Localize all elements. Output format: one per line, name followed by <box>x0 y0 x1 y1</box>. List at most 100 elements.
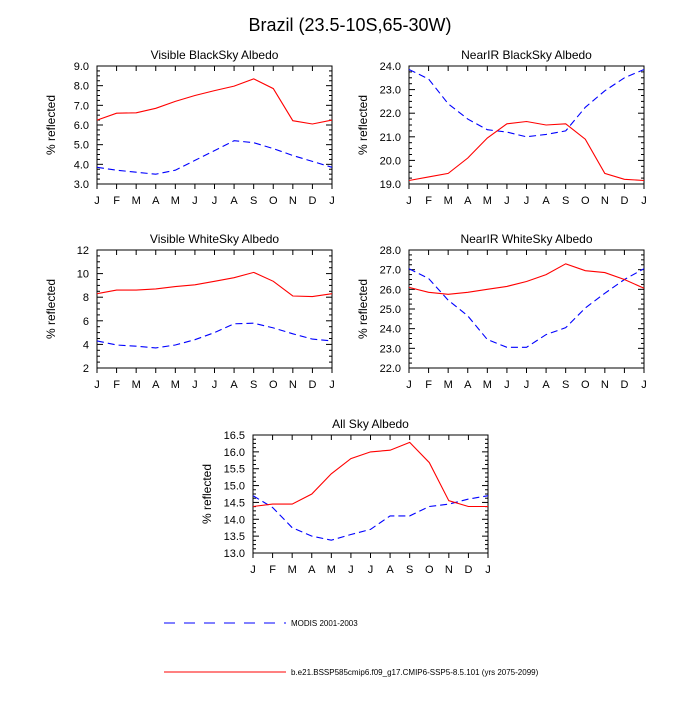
y-tick-label: 28.0 <box>380 245 401 257</box>
y-tick-label: 16.0 <box>224 447 245 459</box>
x-tick-label: J <box>406 195 412 207</box>
subplot-title: NearIR BlackSky Albedo <box>461 48 592 62</box>
y-tick-label: 15.5 <box>224 464 245 476</box>
y-tick-label: 19.0 <box>380 179 401 191</box>
x-tick-label: J <box>212 195 218 207</box>
modis-series-line <box>408 268 645 348</box>
albedo-chart-3: Visible WhiteSky Albedo % reflected 2 4 6 8 10… <box>44 232 335 391</box>
y-tick-label: 10 <box>77 269 89 281</box>
plot-frame <box>408 249 645 369</box>
x-tick-label: M <box>132 195 141 207</box>
y-tick-label: 8.0 <box>74 81 89 93</box>
x-tick-label: A <box>230 379 238 391</box>
y-tick-label: 16.5 <box>224 430 245 442</box>
y-tick-label: 23.0 <box>380 85 401 97</box>
y-tick-label: 15.0 <box>224 481 245 493</box>
x-tick-label: S <box>250 195 257 207</box>
albedo-chart-4: NearIR WhiteSky Albedo % reflected 22.0 23.… <box>356 232 647 391</box>
x-tick-label: J <box>641 379 647 391</box>
x-tick-label: M <box>288 564 297 576</box>
model-series-line <box>96 271 333 298</box>
x-tick-label: N <box>289 195 297 207</box>
x-tick-label: J <box>329 195 335 207</box>
y-tick-label: 5.0 <box>74 140 89 152</box>
model-series-line <box>252 441 488 508</box>
plot-frame <box>96 249 333 369</box>
x-tick-label: S <box>562 195 569 207</box>
subplot-title: NearIR WhiteSky Albedo <box>460 232 592 246</box>
x-tick-label: O <box>269 195 278 207</box>
x-tick-label: M <box>132 379 141 391</box>
x-tick-label: M <box>171 195 180 207</box>
x-tick-label: J <box>192 379 198 391</box>
y-tick-label: 4 <box>83 339 89 351</box>
x-tick-label: J <box>504 195 510 207</box>
y-tick-label: 26.0 <box>380 284 401 296</box>
x-tick-label: J <box>524 195 530 207</box>
x-tick-label: A <box>230 195 238 207</box>
y-tick-label: 13.0 <box>224 548 245 560</box>
model-series-line <box>96 78 333 125</box>
x-tick-label: A <box>464 379 472 391</box>
x-tick-label: A <box>308 564 316 576</box>
x-tick-label: F <box>113 379 120 391</box>
x-tick-label: O <box>581 379 590 391</box>
y-tick-label: 4.0 <box>74 159 89 171</box>
x-tick-label: A <box>386 564 394 576</box>
legend-label: b.e21.BSSP585cmip6.f09_g17.CMIP6-SSP5-8.… <box>291 668 539 677</box>
plot-frame <box>96 65 333 185</box>
albedo-chart-1: Visible BlackSky Albedo % reflected 3.0 4.0… <box>44 48 335 207</box>
y-axis-label: % reflected <box>44 95 58 155</box>
x-tick-label: O <box>425 564 434 576</box>
y-axis-label: % reflected <box>356 95 370 155</box>
y-tick-label: 14.0 <box>224 514 245 526</box>
y-tick-label: 7.0 <box>74 100 89 112</box>
x-tick-label: N <box>289 379 297 391</box>
x-tick-label: F <box>269 564 276 576</box>
x-tick-label: J <box>368 564 374 576</box>
x-tick-label: J <box>94 195 100 207</box>
modis-series-line <box>408 68 645 138</box>
y-tick-label: 20.0 <box>380 155 401 167</box>
subplot-title: All Sky Albedo <box>332 417 409 431</box>
x-tick-label: D <box>620 195 628 207</box>
x-tick-label: J <box>348 564 354 576</box>
subplot-title: Visible WhiteSky Albedo <box>150 232 280 246</box>
y-tick-label: 25.0 <box>380 304 401 316</box>
y-tick-label: 23.0 <box>380 343 401 355</box>
x-tick-label: N <box>601 195 609 207</box>
y-tick-label: 22.0 <box>380 363 401 375</box>
x-tick-label: D <box>308 195 316 207</box>
x-tick-label: S <box>406 564 413 576</box>
x-tick-label: J <box>250 564 256 576</box>
y-axis-label: % reflected <box>44 279 58 339</box>
y-tick-label: 2 <box>83 363 89 375</box>
x-tick-label: S <box>250 379 257 391</box>
x-tick-label: N <box>445 564 453 576</box>
y-tick-label: 24.0 <box>380 324 401 336</box>
y-tick-label: 24.0 <box>380 61 401 73</box>
y-tick-label: 13.5 <box>224 531 245 543</box>
x-tick-label: J <box>329 379 335 391</box>
subplot-title: Visible BlackSky Albedo <box>151 48 279 62</box>
albedo-chart-5: All Sky Albedo % reflected 13.0 13.5 14.0 14.… <box>200 417 491 576</box>
x-tick-label: M <box>483 379 492 391</box>
x-tick-label: D <box>464 564 472 576</box>
x-tick-label: M <box>444 195 453 207</box>
x-tick-label: J <box>192 195 198 207</box>
x-tick-label: O <box>581 195 590 207</box>
legend-label: MODIS 2001-2003 <box>291 619 358 628</box>
x-tick-label: N <box>601 379 609 391</box>
y-tick-label: 14.5 <box>224 497 245 509</box>
y-tick-label: 6.0 <box>74 120 89 132</box>
x-tick-label: J <box>406 379 412 391</box>
x-tick-label: M <box>327 564 336 576</box>
x-tick-label: F <box>425 379 432 391</box>
y-axis-label: % reflected <box>356 279 370 339</box>
modis-series-line <box>96 322 333 349</box>
x-tick-label: J <box>504 379 510 391</box>
x-tick-label: O <box>269 379 278 391</box>
legend: MODIS 2001-2003 b.e21.BSSP585cmip6.f09_g1… <box>164 619 539 677</box>
